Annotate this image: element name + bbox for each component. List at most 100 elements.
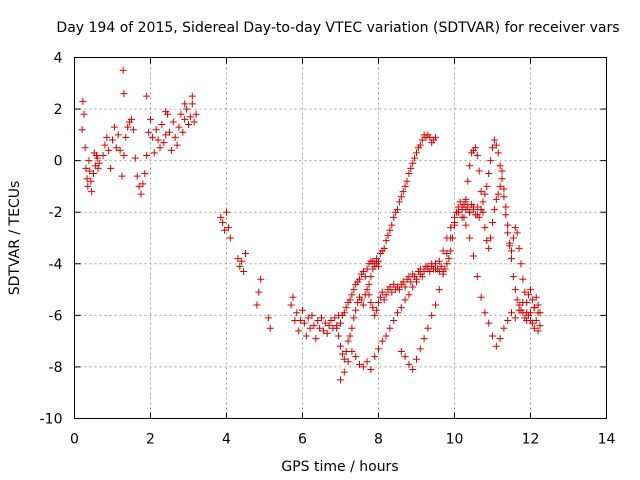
- data-point: [390, 317, 398, 325]
- data-point: [388, 288, 396, 296]
- data-point: [536, 309, 544, 317]
- data-point: [253, 301, 261, 309]
- x-tick-label: 0: [70, 432, 79, 448]
- data-point: [143, 92, 151, 100]
- data-point: [513, 296, 521, 304]
- data-point: [462, 198, 470, 206]
- data-point: [498, 175, 506, 183]
- data-point: [523, 309, 531, 317]
- data-point: [367, 366, 375, 374]
- data-point: [519, 275, 527, 283]
- data-point: [310, 322, 318, 330]
- data-point: [105, 146, 113, 154]
- data-point: [428, 311, 436, 319]
- data-point: [487, 157, 495, 165]
- data-point: [87, 177, 95, 185]
- data-point: [409, 283, 417, 291]
- data-point: [116, 146, 124, 154]
- data-point: [139, 180, 147, 188]
- data-point: [167, 146, 175, 154]
- data-point: [527, 317, 534, 325]
- data-point: [152, 126, 160, 134]
- data-point: [483, 237, 491, 245]
- data-point: [373, 306, 381, 314]
- data-point: [445, 255, 453, 263]
- data-point: [319, 327, 327, 335]
- data-point: [462, 221, 470, 229]
- data-point: [405, 360, 413, 368]
- data-point: [466, 208, 474, 216]
- y-tick-label: -6: [49, 308, 63, 324]
- data-point: [447, 224, 455, 232]
- data-point: [135, 182, 143, 190]
- data-point: [460, 213, 468, 221]
- data-point: [490, 136, 498, 144]
- data-point: [240, 268, 248, 276]
- data-point: [496, 182, 504, 190]
- data-point: [490, 206, 498, 214]
- y-axis-label: SDTVAR / TECUs: [7, 181, 23, 296]
- data-point: [365, 291, 373, 299]
- data-point: [359, 301, 367, 309]
- data-point: [515, 244, 523, 252]
- data-point: [492, 342, 500, 350]
- data-point: [500, 185, 508, 193]
- data-point: [418, 273, 426, 281]
- data-point: [405, 170, 413, 178]
- data-point: [517, 260, 525, 268]
- data-point: [131, 154, 139, 162]
- data-point: [321, 319, 329, 327]
- data-point: [238, 257, 246, 265]
- data-point: [101, 141, 109, 149]
- data-point: [331, 314, 339, 322]
- data-point: [399, 188, 407, 196]
- data-point: [475, 213, 483, 221]
- data-point: [365, 280, 373, 288]
- data-point: [382, 291, 390, 299]
- data-point: [154, 136, 162, 144]
- data-point: [382, 332, 390, 340]
- data-point: [386, 283, 394, 291]
- data-point: [81, 144, 89, 152]
- data-point: [181, 115, 189, 123]
- data-point: [300, 319, 308, 327]
- data-point: [409, 159, 417, 167]
- data-point: [394, 309, 401, 317]
- data-point: [397, 193, 405, 201]
- data-point: [356, 360, 363, 368]
- data-point: [432, 133, 439, 141]
- data-point: [382, 237, 390, 245]
- data-point: [407, 278, 415, 286]
- y-tick-label: 4: [54, 51, 63, 67]
- data-point: [304, 314, 312, 322]
- data-point: [129, 126, 137, 134]
- data-point: [530, 324, 538, 332]
- data-point: [471, 144, 479, 152]
- data-point: [110, 123, 118, 131]
- y-tick-label: 0: [54, 154, 63, 170]
- data-point: [354, 298, 362, 306]
- data-point: [297, 317, 305, 325]
- data-point: [506, 239, 514, 247]
- data-point: [443, 249, 451, 257]
- data-point: [435, 286, 443, 294]
- data-point: [439, 247, 447, 255]
- data-point: [502, 211, 510, 219]
- data-point: [242, 249, 249, 257]
- data-point: [350, 286, 358, 294]
- data-point: [150, 149, 158, 157]
- data-point: [508, 255, 515, 263]
- data-point: [496, 162, 504, 170]
- data-point: [409, 366, 417, 374]
- chart-title: Day 194 of 2015, Sidereal Day-to-day VTE…: [56, 20, 619, 36]
- data-point: [82, 164, 90, 172]
- data-point: [327, 317, 335, 325]
- data-point: [473, 273, 481, 281]
- data-point: [397, 347, 405, 355]
- data-point: [367, 273, 375, 281]
- data-point: [418, 136, 426, 144]
- data-point: [401, 182, 409, 190]
- data-point: [466, 234, 474, 242]
- data-point: [464, 203, 472, 211]
- data-point: [158, 121, 166, 129]
